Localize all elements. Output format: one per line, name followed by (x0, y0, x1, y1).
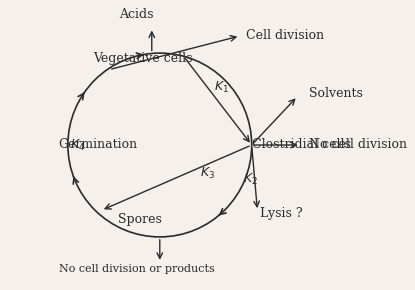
Text: No cell division: No cell division (309, 139, 407, 151)
Text: Germination: Germination (58, 139, 137, 151)
Text: Clostridial cells: Clostridial cells (251, 139, 351, 151)
Text: Lysis ?: Lysis ? (260, 207, 303, 220)
Text: Spores: Spores (118, 213, 161, 226)
Text: $K_1$: $K_1$ (214, 80, 229, 95)
Text: Cell division: Cell division (246, 29, 324, 42)
Text: No cell division or products: No cell division or products (59, 264, 215, 273)
Text: $K_2$: $K_2$ (243, 172, 258, 187)
Text: Solvents: Solvents (309, 87, 363, 100)
Text: Vegetative cells: Vegetative cells (93, 52, 192, 65)
Text: $K_3$: $K_3$ (200, 166, 215, 181)
Text: $K_4$: $K_4$ (70, 137, 85, 153)
Text: Acids: Acids (120, 8, 154, 21)
